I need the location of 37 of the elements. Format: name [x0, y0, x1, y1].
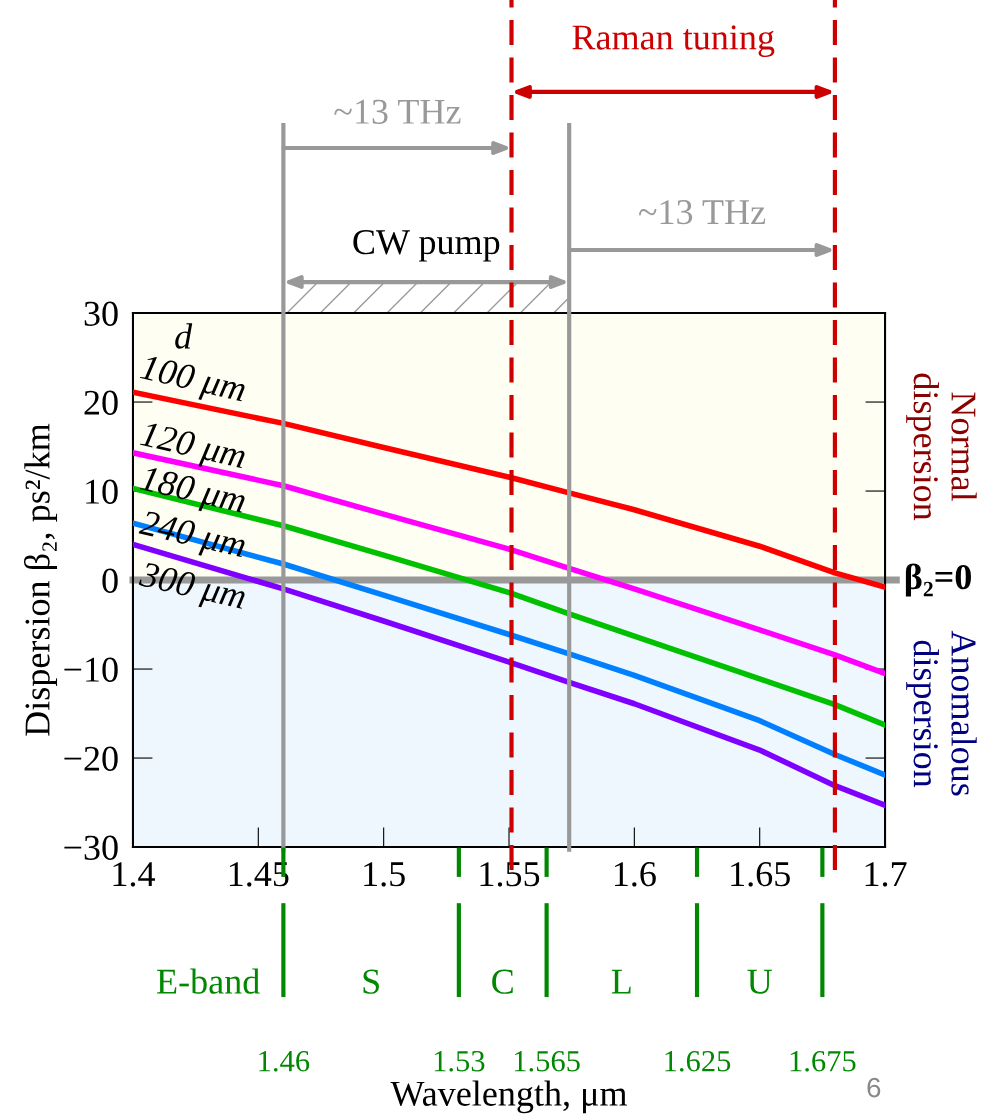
x-tick-label: 1.55	[480, 862, 540, 887]
legend-title: d	[175, 323, 193, 349]
x-tick-label: 1.45	[229, 862, 289, 887]
text: S	[363, 969, 379, 994]
x-tick-label: 1.7	[865, 862, 907, 887]
x2-tick-label: 1.675	[790, 1050, 856, 1072]
text: Anomalous dispersion	[906, 630, 977, 796]
x-tick-label: 1.4	[113, 862, 155, 887]
y-tick-label: −20	[64, 746, 118, 771]
text: 300 μm	[136, 561, 248, 617]
text: CW pump	[353, 229, 500, 262]
text: Normal dispersion	[906, 373, 977, 521]
text: ~13 THz	[638, 200, 766, 225]
x-axis-title: Wavelength, μm	[390, 1080, 627, 1114]
y-tick-label: 20	[84, 390, 118, 415]
x2-tick-label: 1.46	[259, 1050, 310, 1072]
y-tick-label: −30	[64, 835, 118, 860]
text: C	[492, 969, 513, 994]
y-tick-label: −10	[64, 657, 118, 682]
ref-line-label: β₂=0	[905, 563, 971, 597]
x-tick-label: 1.65	[731, 862, 790, 887]
y-axis-title: Dispersion β₂, ps²/km	[23, 423, 58, 736]
y-tick-label: 30	[84, 301, 118, 326]
y-tick-label: 0	[102, 568, 118, 593]
text: L	[611, 969, 631, 994]
text: 100 μm	[138, 354, 248, 409]
text: 6	[867, 1077, 881, 1098]
text: U	[747, 969, 772, 994]
text: Raman tuning	[572, 25, 775, 58]
x-tick-label: 1.6	[614, 862, 656, 887]
text: E-band	[157, 968, 260, 994]
text: ~13 THz	[334, 99, 461, 124]
x-tick-label: 1.5	[364, 862, 405, 887]
y-tick-label: 10	[86, 479, 118, 504]
x2-tick-label: 1.565	[514, 1050, 580, 1072]
x2-tick-label: 1.625	[665, 1050, 731, 1072]
x2-tick-label: 1.53	[434, 1050, 485, 1072]
